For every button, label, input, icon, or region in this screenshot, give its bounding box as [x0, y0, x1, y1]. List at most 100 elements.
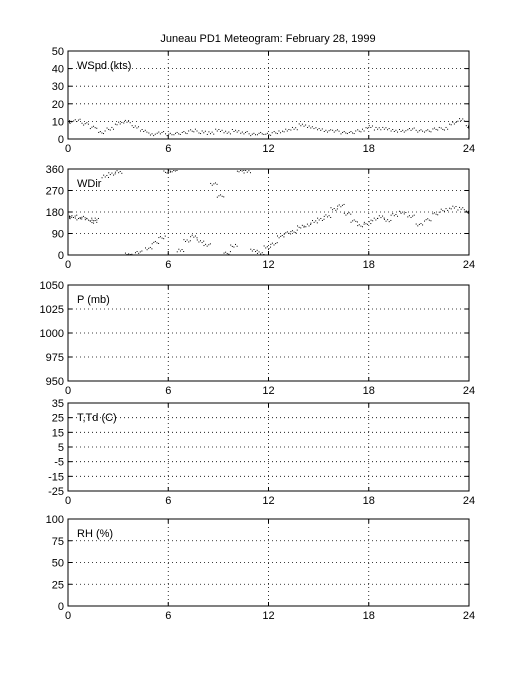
data-point: [168, 133, 170, 135]
data-point: [158, 131, 160, 133]
data-point: [241, 170, 243, 172]
data-point: [228, 131, 230, 133]
data-point: [141, 129, 143, 130]
data-point: [452, 205, 454, 207]
data-point: [114, 173, 116, 175]
data-point: [113, 174, 115, 176]
data-point: [69, 122, 71, 124]
data-point: [118, 121, 120, 123]
data-point: [340, 206, 342, 208]
data-point: [410, 129, 412, 131]
data-point: [74, 215, 76, 217]
data-point: [323, 215, 325, 217]
data-point: [413, 127, 415, 129]
data-point: [104, 130, 106, 132]
data-point: [166, 135, 168, 137]
data-point: [321, 128, 323, 130]
data-point: [238, 171, 240, 173]
data-point: [154, 240, 156, 242]
data-point: [263, 254, 265, 255]
data-point: [343, 212, 345, 214]
data-point: [263, 133, 265, 135]
data-point: [318, 128, 320, 130]
data-point: [181, 249, 183, 251]
data-point: [129, 122, 131, 124]
data-point: [71, 216, 73, 218]
x-tick-label: 24: [463, 385, 475, 397]
data-point: [112, 128, 114, 130]
data-point: [179, 250, 181, 252]
data-point: [109, 129, 111, 131]
x-tick-label: 18: [363, 495, 375, 507]
data-point: [315, 220, 317, 222]
data-point: [443, 210, 445, 212]
data-point: [373, 129, 375, 131]
data-point: [438, 211, 440, 213]
data-point: [353, 219, 355, 221]
data-point: [171, 171, 173, 173]
data-point: [164, 171, 166, 173]
data-point: [205, 243, 207, 245]
data-point: [457, 120, 459, 122]
data-point: [215, 128, 217, 130]
panel-label: P (mb): [77, 294, 110, 306]
data-point: [183, 251, 185, 253]
data-point: [325, 214, 327, 216]
data-point: [79, 118, 81, 120]
x-tick-label: 18: [363, 143, 375, 155]
data-point: [134, 125, 136, 127]
data-point: [453, 123, 455, 125]
data-point: [161, 237, 163, 239]
data-point: [463, 120, 465, 122]
data-point: [173, 170, 175, 171]
data-point: [387, 129, 389, 131]
data-point: [156, 242, 158, 244]
data-point: [336, 208, 338, 210]
data-point: [218, 129, 220, 130]
data-point: [280, 235, 282, 237]
data-point: [99, 131, 101, 133]
data-point: [363, 221, 365, 223]
data-point: [270, 134, 272, 136]
data-point: [363, 223, 365, 225]
data-point: [343, 203, 345, 205]
data-point: [298, 226, 300, 228]
data-point: [236, 170, 238, 172]
data-point: [203, 240, 205, 242]
x-tick-label: 24: [463, 143, 475, 155]
data-point: [151, 248, 153, 250]
data-point: [323, 218, 325, 220]
data-point: [295, 232, 297, 234]
data-point: [467, 212, 469, 214]
data-point: [104, 176, 106, 178]
data-point: [174, 170, 176, 172]
data-point: [106, 127, 108, 129]
data-point: [169, 132, 171, 134]
data-point: [383, 217, 385, 219]
data-point: [468, 212, 469, 214]
data-point: [371, 125, 373, 127]
data-point: [428, 219, 430, 221]
data-point: [103, 133, 105, 135]
panel-4: 0 6 12 18 24 -25 -15 -5 5 15 25 35 T,Td (C): [48, 398, 475, 507]
data-point: [93, 222, 95, 224]
data-point: [213, 183, 215, 185]
data-point: [143, 131, 145, 132]
data-point: [403, 131, 405, 133]
data-point: [378, 215, 380, 217]
data-point: [119, 123, 121, 125]
data-point: [378, 127, 380, 129]
data-point: [408, 215, 410, 217]
data-point: [323, 131, 325, 132]
data-point: [159, 236, 161, 238]
data-point: [225, 130, 227, 132]
data-point: [196, 239, 198, 241]
data-point: [449, 207, 451, 209]
data-point: [106, 174, 108, 176]
x-tick-label: 12: [262, 259, 274, 271]
data-point: [310, 127, 312, 129]
panel-5: 0 6 12 18 24 0 25 50 75 100 RH (%): [46, 514, 475, 622]
y-tick-label: 1025: [40, 304, 64, 316]
data-point: [440, 127, 442, 129]
data-point: [286, 130, 288, 132]
